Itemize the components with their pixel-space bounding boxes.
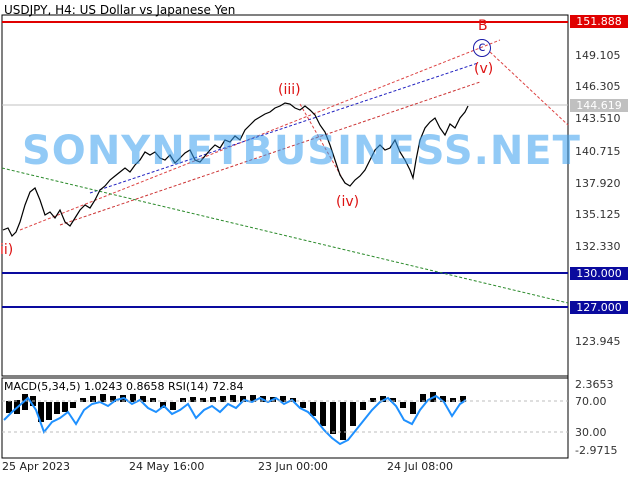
trend-line-green — [1, 167, 569, 304]
date-label: 24 May 16:00 — [129, 460, 205, 473]
wave-label-B: B — [478, 18, 488, 34]
wave-label-ii: ii) — [0, 242, 14, 258]
trend-line-lower-red — [59, 81, 481, 226]
indicator-axis-label: 2.3653 — [575, 378, 614, 391]
indicator-title: MACD(5,34,5) 1.0243 0.8658 RSI(14) 72.84 — [4, 380, 244, 393]
price-label: 123.945 — [575, 335, 621, 348]
indicator-axis-label: -2.9715 — [575, 444, 618, 457]
wave-label-iv: (iv) — [336, 194, 360, 210]
trend-line-blue — [89, 62, 479, 194]
wave-label-v: (v) — [474, 61, 494, 77]
macd-signal-line — [3, 394, 467, 446]
level-label-127000: 127.000 — [570, 301, 628, 314]
watermark: SONYNETBUSINESS.NET — [22, 128, 581, 174]
level-label-130000: 130.000 — [570, 267, 628, 280]
date-label: 24 Jul 08:00 — [387, 460, 453, 473]
date-label: 23 Jun 00:00 — [258, 460, 328, 473]
price-label: 140.715 — [575, 145, 621, 158]
indicator-axis-label: 70.00 — [575, 395, 607, 408]
price-series — [2, 102, 469, 238]
price-label: 149.105 — [575, 49, 621, 62]
price-label: 135.125 — [575, 208, 621, 221]
price-label: 137.920 — [575, 177, 621, 190]
price-label: 146.305 — [575, 80, 621, 93]
date-label: 25 Apr 2023 — [2, 460, 71, 473]
projection-line-red — [489, 51, 569, 126]
trend-line-upper-red — [19, 39, 501, 231]
price-label: 132.330 — [575, 240, 621, 253]
price-label: 143.510 — [575, 112, 621, 125]
wave-line-iii-iv — [299, 103, 346, 184]
macd-histogram — [6, 392, 466, 440]
indicator-axis-label: 30.00 — [575, 426, 607, 439]
wave-label-c: c — [473, 39, 491, 57]
level-label-151888: 151.888 — [570, 15, 628, 28]
chart-title: USDJPY, H4: US Dollar vs Japanese Yen — [4, 3, 236, 17]
wave-label-iii: (iii) — [278, 82, 301, 98]
current-price-label: 144.619 — [570, 99, 628, 112]
